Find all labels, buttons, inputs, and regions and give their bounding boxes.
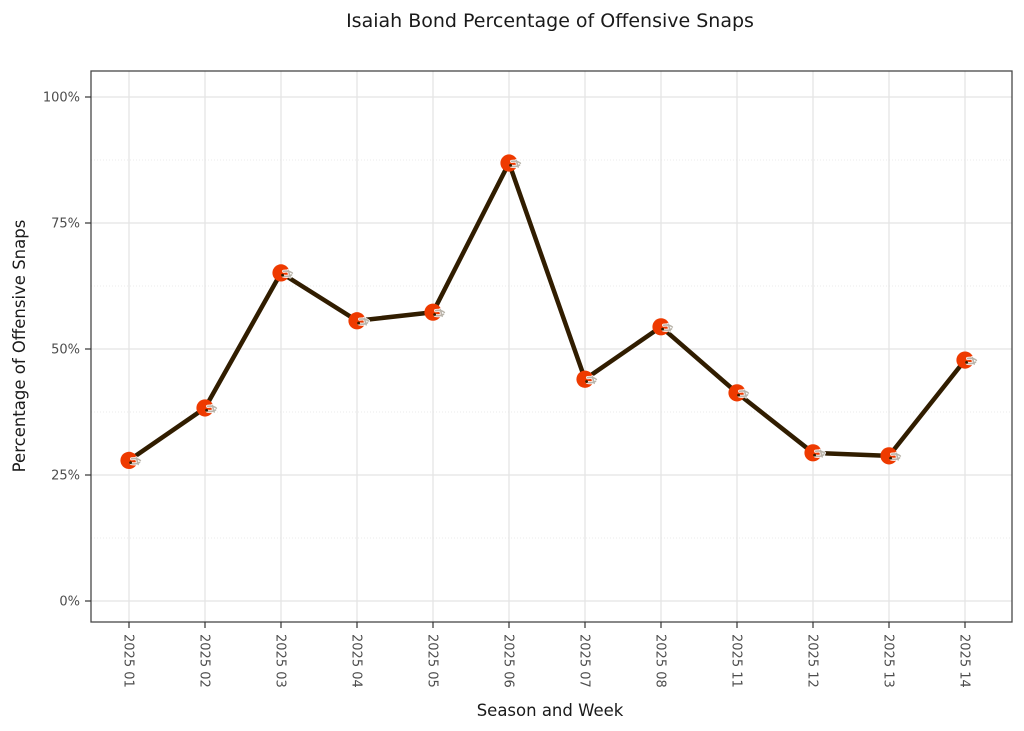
y-tick-label: 75% [51, 217, 80, 232]
x-tick-label-group: 2025 02 [196, 634, 211, 688]
helmet-marker [878, 445, 903, 467]
x-tick-label-group: 2025 05 [424, 634, 439, 688]
axis-ticks [85, 96, 966, 628]
x-tick-label: 2025 01 [120, 634, 135, 688]
x-tick-label: 2025 08 [652, 634, 667, 688]
helmet-marker [194, 397, 218, 419]
x-tick-label-group: 2025 07 [576, 634, 591, 688]
x-tick-label-group: 2025 03 [272, 634, 287, 688]
x-tick-label: 2025 07 [576, 634, 591, 688]
y-tick-label: 25% [51, 469, 80, 484]
x-tick-label-group: 2025 14 [956, 634, 971, 688]
x-tick-label: 2025 13 [880, 634, 895, 688]
helmet-marker [498, 152, 523, 174]
x-tick-label: 2025 04 [348, 634, 363, 688]
x-tick-label: 2025 11 [728, 634, 743, 688]
tick-labels: 0% 25% 50% 75% 100% 2025 01 2025 02 2025 03 2025… [43, 91, 972, 688]
x-tick-label: 2025 02 [196, 634, 211, 688]
x-tick-label-group: 2025 08 [652, 634, 667, 688]
panel-border [90, 70, 1013, 623]
x-tick-label-group: 2025 12 [804, 634, 819, 688]
x-tick-label: 2025 14 [956, 634, 971, 688]
x-tick-label-group: 2025 06 [500, 634, 515, 688]
x-tick-label: 2025 03 [272, 634, 287, 688]
data-line [126, 160, 968, 463]
y-axis-title: Percentage of Offensive Snaps [10, 220, 29, 473]
gridlines [90, 70, 1013, 623]
data-series [118, 152, 979, 471]
y-tick-label: 0% [59, 595, 80, 610]
x-tick-label-group: 2025 13 [880, 634, 895, 688]
x-axis-title: Season and Week [477, 701, 624, 720]
y-tick-label: 100% [43, 91, 80, 106]
x-tick-label: 2025 05 [424, 634, 439, 688]
x-tick-label-group: 2025 01 [120, 634, 135, 688]
x-tick-label-group: 2025 04 [348, 634, 363, 688]
x-tick-label-group: 2025 11 [728, 634, 743, 688]
y-tick-label: 50% [51, 343, 80, 358]
helmet-marker [422, 302, 446, 323]
x-tick-label: 2025 12 [804, 634, 819, 688]
chart-title: Isaiah Bond Percentage of Offensive Snap… [346, 10, 754, 32]
x-tick-label: 2025 06 [500, 634, 515, 688]
helmet-marker [346, 310, 370, 331]
helmet-marker [802, 442, 827, 464]
helmet-marker [954, 349, 979, 371]
